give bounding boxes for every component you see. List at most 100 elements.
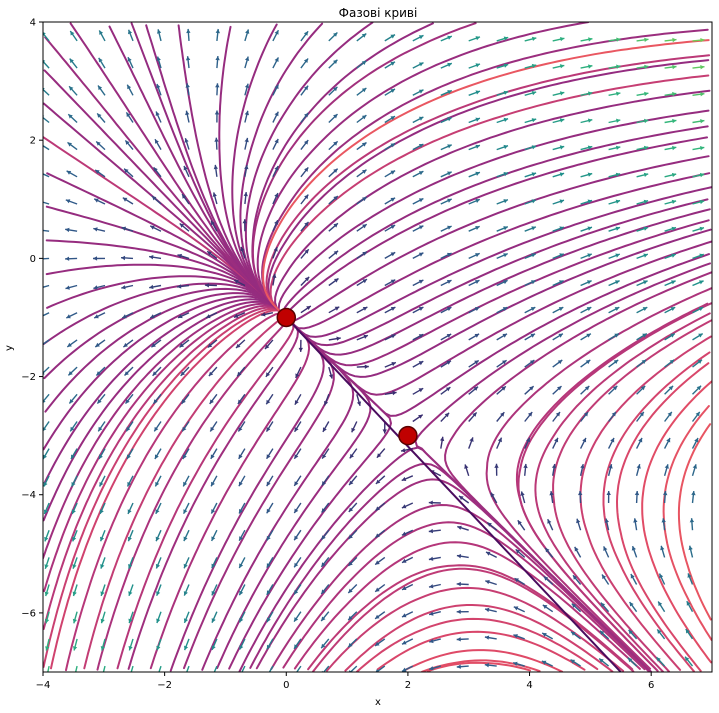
quiver-arrowhead xyxy=(531,172,537,177)
quiver-arrowhead xyxy=(127,481,132,487)
quiver-arrowhead xyxy=(691,491,696,496)
quiver-arrowhead xyxy=(643,226,648,231)
quiver-arrowhead xyxy=(93,227,98,232)
quiver-arrowhead xyxy=(156,645,161,651)
quiver-arrowhead xyxy=(418,307,424,311)
x-tick-label: 4 xyxy=(526,680,532,691)
quiver-arrowhead xyxy=(72,618,77,624)
quiver-arrowhead xyxy=(700,146,705,151)
quiver-arrowhead xyxy=(615,145,621,150)
quiver-arrowhead xyxy=(578,491,583,496)
quiver-arrowhead xyxy=(401,531,407,536)
quiver-arrowhead xyxy=(38,286,43,290)
quiver-arrowhead xyxy=(549,491,554,496)
y-tick-label: −4 xyxy=(21,490,36,501)
quiver-arrowhead xyxy=(418,252,424,257)
y-axis-ticks: −6 −4 −2 0 2 4 xyxy=(21,18,43,619)
quiver-arrowhead xyxy=(361,142,367,147)
quiver-arrowhead xyxy=(126,426,131,432)
quiver-arrowhead xyxy=(666,438,671,443)
x-axis-ticks: −4 −2 0 2 4 6 xyxy=(36,672,654,691)
streamline xyxy=(279,219,710,367)
quiver-arrowhead xyxy=(558,333,563,338)
quiver-arrowhead xyxy=(382,429,387,434)
quiver-arrowhead xyxy=(657,629,662,634)
quiver-arrowhead xyxy=(155,563,160,569)
quiver-arrowhead xyxy=(555,412,560,417)
quiver-arrow xyxy=(43,144,50,151)
quiver-arrowhead xyxy=(128,29,133,35)
quiver-arrowhead xyxy=(65,227,70,233)
quiver-arrowhead xyxy=(321,535,326,540)
quiver-arrowhead xyxy=(239,508,243,514)
quiver-arrowhead xyxy=(204,283,209,288)
quiver-arrowhead xyxy=(526,437,530,443)
streamline xyxy=(216,313,372,669)
quiver-arrowhead xyxy=(502,360,507,365)
quiver-arrowhead xyxy=(127,454,131,459)
quiver-arrowhead xyxy=(660,545,665,551)
quiver-arrowhead xyxy=(261,312,266,317)
quiver-arrowhead xyxy=(502,333,507,338)
quiver-arrowhead xyxy=(212,192,217,197)
quiver-arrowhead xyxy=(551,464,557,469)
quiver-arrowhead xyxy=(571,631,576,636)
quiver-arrowhead xyxy=(513,661,518,666)
quiver-arrowhead xyxy=(390,34,395,39)
quiver-arrowhead xyxy=(306,306,311,310)
quiver-arrowhead xyxy=(322,454,327,459)
quiver-arrowhead xyxy=(295,373,300,378)
quiver-arrowhead xyxy=(636,464,641,469)
x-axis-label: x xyxy=(375,697,381,708)
streamline xyxy=(677,423,712,621)
quiver-arrowhead xyxy=(557,360,563,365)
quiver-arrowhead xyxy=(447,90,452,95)
plot-frame xyxy=(42,21,713,673)
streamline xyxy=(376,630,586,671)
quiver-arrowhead xyxy=(266,671,268,672)
quiver-arrowhead xyxy=(71,509,76,514)
quiver-arrowhead xyxy=(184,645,189,651)
quiver-arrowhead xyxy=(529,386,534,391)
quiver-arrowhead xyxy=(599,658,604,663)
quiver-arrowhead xyxy=(699,253,704,258)
quiver-arrowhead xyxy=(487,522,492,527)
quiver-arrowhead xyxy=(155,536,160,542)
quiver-arrowhead xyxy=(211,645,216,650)
quiver-arrowhead xyxy=(574,546,579,552)
quiver-arrowhead xyxy=(127,509,132,514)
quiver-arrowhead xyxy=(375,587,380,592)
quiver-arrowhead xyxy=(475,63,480,68)
y-tick-label: −6 xyxy=(21,608,36,619)
quiver-arrowhead xyxy=(361,115,367,120)
quiver-arrowhead xyxy=(362,169,367,174)
quiver-arrowhead xyxy=(208,371,214,376)
quiver-arrowhead xyxy=(444,412,450,418)
quiver-arrowhead xyxy=(547,519,552,524)
quiver-arrowhead xyxy=(475,280,480,284)
quiver-arrowhead xyxy=(610,437,615,443)
quiver-arrowhead xyxy=(700,92,705,97)
quiver-arrowhead xyxy=(629,602,634,607)
quiver-arrowhead xyxy=(582,437,587,443)
quiver-arrowhead xyxy=(243,192,248,197)
quiver-arrowhead xyxy=(587,280,592,285)
quiver-arrowhead xyxy=(672,91,677,97)
quiver-arrowhead xyxy=(304,221,309,227)
separatrix xyxy=(285,316,622,672)
quiver-arrowhead xyxy=(446,307,452,311)
quiver-arrowhead xyxy=(447,198,452,203)
streamline xyxy=(355,617,599,672)
quiver-arrowhead xyxy=(44,591,49,597)
quiver-arrowhead xyxy=(334,306,340,311)
quiver-arrowhead xyxy=(503,172,508,177)
quiver-arrowhead xyxy=(447,171,452,176)
quiver-arrowhead xyxy=(212,673,216,678)
quiver-arrowhead xyxy=(334,278,339,283)
quiver-arrowhead xyxy=(321,481,326,486)
quiver-arrowhead xyxy=(685,656,690,662)
quiver-arrowhead xyxy=(333,196,338,201)
quiver-arrowhead xyxy=(557,386,562,391)
quiver-arrowhead xyxy=(588,91,593,96)
